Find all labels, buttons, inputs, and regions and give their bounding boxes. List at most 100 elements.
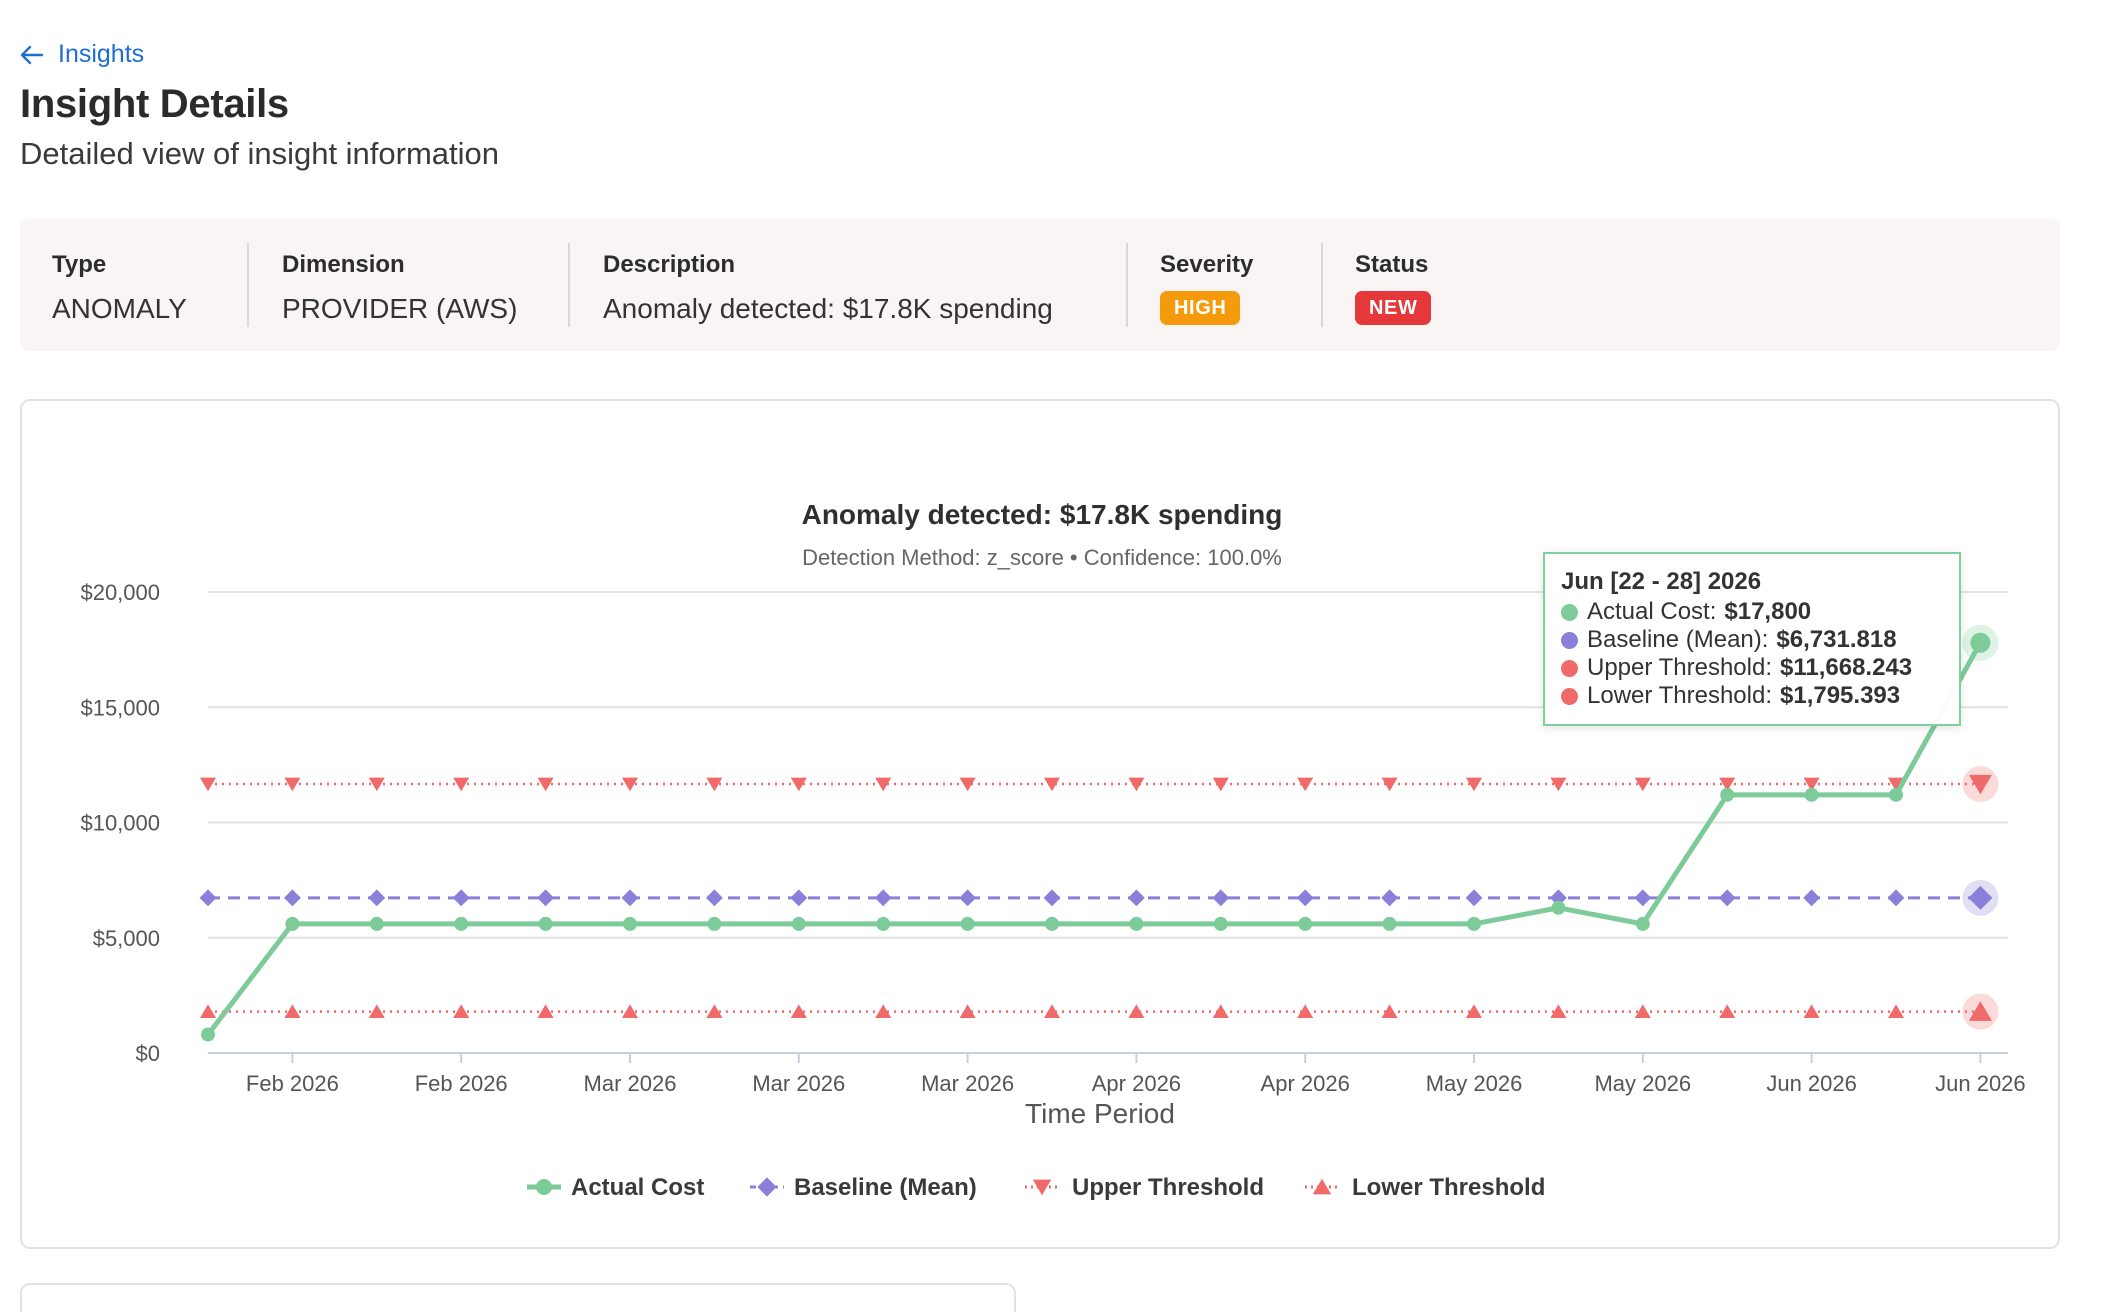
type-label: Type	[52, 251, 107, 278]
baseline-mean-point	[874, 889, 892, 907]
baseline-mean-point	[706, 889, 723, 907]
actual-cost-point	[369, 916, 384, 931]
actual-cost-point	[1889, 787, 1903, 802]
baseline-mean-point	[959, 889, 976, 907]
lower-threshold-point	[1212, 1004, 1229, 1019]
upper-threshold-point	[1719, 777, 1736, 792]
y-tick-label: $15,000	[80, 695, 160, 720]
legend-marker-icon	[1032, 1179, 1052, 1196]
severity-label: Severity	[1160, 251, 1254, 278]
legend-item-baseline-mean[interactable]: Baseline (Mean)	[750, 1174, 977, 1201]
x-tick-label: Apr 2026	[1261, 1071, 1350, 1096]
severity-badge: HIGH	[1160, 291, 1241, 325]
legend-label: Actual Cost	[571, 1174, 704, 1201]
lower-threshold-point	[537, 1004, 554, 1019]
actual-cost-point	[1467, 916, 1481, 931]
back-to-insights-link[interactable]: Insights	[20, 40, 144, 69]
page-subtitle: Detailed view of insight information	[20, 136, 500, 171]
lower-threshold-point	[875, 1004, 892, 1019]
actual-cost-point	[791, 916, 806, 931]
status-badge: NEW	[1355, 291, 1432, 325]
tooltip-value: $17,800	[1724, 598, 1812, 625]
legend-label: Lower Threshold	[1352, 1174, 1545, 1201]
status-field: Status NEW	[1355, 251, 1432, 325]
actual-cost-point	[960, 916, 975, 931]
lower-threshold-point	[1465, 1004, 1483, 1019]
x-tick-label: Jun 2026	[1766, 1071, 1857, 1096]
description-label: Description	[603, 251, 736, 278]
anomaly-line-chart: Anomaly detected: $17.8K spending Detect…	[80, 499, 2026, 1201]
tooltip-value: $1,795.393	[1780, 682, 1901, 709]
actual-cost-point	[201, 1027, 215, 1042]
tooltip-row-lower: Lower Threshold: $1,795.393	[1561, 682, 1943, 710]
lower-threshold-point	[1803, 1004, 1820, 1019]
divider	[247, 243, 249, 327]
page-title: Insight Details	[20, 82, 289, 126]
upper-threshold-dot-icon	[1561, 659, 1578, 677]
lower-threshold-point	[368, 1004, 385, 1019]
tooltip-row-baseline: Baseline (Mean): $6,731.818	[1561, 626, 1943, 654]
y-tick-label: $5,000	[93, 926, 160, 951]
actual-cost-point	[1213, 916, 1228, 931]
actual-cost-point	[285, 916, 300, 931]
upper-threshold-point	[706, 777, 723, 792]
chart-legend[interactable]: Actual Cost Baseline (Mean) Upper Threshol…	[527, 1174, 1545, 1201]
lower-threshold-point	[284, 1004, 301, 1019]
legend-item-actual-cost[interactable]: Actual Cost	[527, 1174, 704, 1201]
actual-cost-point	[1045, 916, 1059, 931]
legend-label: Baseline (Mean)	[794, 1174, 977, 1201]
description-value: Anomaly detected: $17.8K spending	[603, 293, 1053, 324]
upper-threshold-point	[1381, 777, 1398, 792]
actual-cost-point	[876, 916, 891, 931]
tooltip-title: Jun [22 - 28] 2026	[1561, 568, 1762, 595]
x-tick-label: Mar 2026	[584, 1071, 677, 1096]
tooltip-row-upper: Upper Threshold: $11,668.243	[1561, 654, 1943, 682]
legend-marker-icon	[536, 1179, 552, 1195]
y-tick-label: $0	[136, 1041, 160, 1066]
legend-item-upper-threshold[interactable]: Upper Threshold	[1025, 1174, 1264, 1201]
x-tick-label: Feb 2026	[415, 1071, 508, 1096]
baseline-mean-point	[1043, 889, 1061, 907]
lower-threshold-point	[1297, 1004, 1314, 1019]
dimension-label: Dimension	[282, 251, 405, 278]
baseline-mean-point	[284, 889, 301, 907]
lower-threshold-point	[453, 1004, 470, 1019]
tooltip-label: Baseline (Mean):	[1587, 626, 1769, 653]
tooltip-label: Upper Threshold:	[1587, 654, 1772, 681]
actual-cost-point	[1635, 916, 1650, 931]
upper-threshold-point	[959, 777, 976, 792]
baseline-mean-point	[1550, 889, 1567, 907]
type-field: Type ANOMALY	[52, 251, 187, 325]
actual-cost-point	[1382, 916, 1397, 931]
secondary-card	[20, 1283, 1016, 1312]
y-tick-label: $20,000	[80, 580, 160, 605]
upper-threshold-point	[1297, 777, 1314, 792]
arrow-left-icon	[20, 45, 44, 64]
baseline-mean-point	[1718, 889, 1736, 907]
legend-label: Upper Threshold	[1072, 1174, 1264, 1201]
lower-threshold-point	[706, 1004, 723, 1019]
divider	[568, 243, 570, 327]
actual-cost-dot-icon	[1561, 603, 1578, 621]
type-value: ANOMALY	[52, 293, 187, 324]
baseline-dot-icon	[1561, 631, 1578, 649]
lower-threshold-point	[790, 1004, 807, 1019]
upper-threshold-series	[199, 766, 1999, 803]
tooltip-row-actual: Actual Cost: $17,800	[1561, 598, 1943, 626]
lower-threshold-point	[1719, 1004, 1736, 1019]
tooltip-label: Actual Cost:	[1587, 598, 1717, 625]
status-label: Status	[1355, 251, 1429, 278]
divider	[1321, 243, 1323, 327]
severity-field: Severity HIGH	[1160, 251, 1253, 325]
lower-threshold-point	[1381, 1004, 1398, 1019]
x-tick-label: Jun 2026	[1935, 1071, 2026, 1096]
back-link-label[interactable]: Insights	[58, 40, 145, 68]
legend-item-lower-threshold[interactable]: Lower Threshold	[1305, 1174, 1545, 1201]
upper-threshold-point	[1803, 777, 1820, 792]
description-field: Description Anomaly detected: $17.8K spe…	[603, 251, 1053, 325]
lower-threshold-dot-icon	[1561, 687, 1578, 705]
legend-marker-icon	[757, 1177, 777, 1197]
upper-threshold-point	[199, 777, 217, 792]
actual-cost-point	[1720, 787, 1735, 802]
